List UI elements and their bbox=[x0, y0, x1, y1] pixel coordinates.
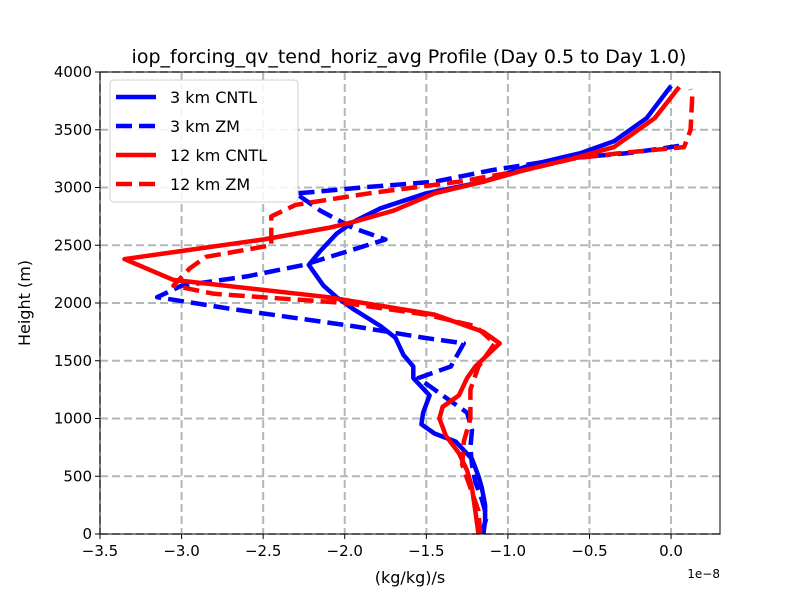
y-tick-label: 0 bbox=[82, 525, 92, 543]
y-axis-label: Height (m) bbox=[15, 260, 34, 346]
legend-label: 3 km ZM bbox=[170, 117, 240, 136]
y-tick-label: 1500 bbox=[54, 352, 92, 370]
x-tick-label: −1.5 bbox=[408, 542, 444, 560]
x-tick-label: −0.5 bbox=[571, 542, 607, 560]
y-tick-label: 2000 bbox=[54, 294, 92, 312]
legend-label: 12 km ZM bbox=[170, 175, 250, 194]
legend: 3 km CNTL 3 km ZM 12 km CNTL 12 km ZM bbox=[109, 79, 299, 203]
y-tick-label: 4000 bbox=[54, 63, 92, 81]
x-axis-label: (kg/kg)/s bbox=[375, 568, 445, 587]
series-line-12-km-zm bbox=[171, 88, 695, 535]
y-axis-ticks: 0 500 1000 1500 2000 2500 3000 3500 4000 bbox=[54, 63, 100, 543]
y-tick-label: 3500 bbox=[54, 121, 92, 139]
x-tick-label: −3.5 bbox=[82, 542, 118, 560]
chart-title: iop_forcing_qv_tend_horiz_avg Profile (D… bbox=[132, 46, 687, 68]
x-tick-label: 0.0 bbox=[659, 542, 683, 560]
x-tick-label: −3.0 bbox=[163, 542, 199, 560]
x-axis-offset-label: 1e−8 bbox=[687, 567, 720, 581]
legend-label: 3 km CNTL bbox=[170, 88, 257, 107]
x-tick-label: −1.0 bbox=[490, 542, 526, 560]
y-tick-label: 3000 bbox=[54, 179, 92, 197]
x-axis-ticks: −3.5 −3.0 −2.5 −2.0 −1.5 −1.0 −0.5 0.0 bbox=[82, 534, 683, 560]
series-line-12-km-cntl bbox=[122, 85, 681, 535]
series-layer bbox=[122, 84, 695, 535]
y-tick-label: 500 bbox=[63, 467, 92, 485]
y-tick-label: 2500 bbox=[54, 236, 92, 254]
x-tick-label: −2.0 bbox=[327, 542, 363, 560]
legend-box bbox=[109, 79, 299, 203]
series-line-3-km-zm bbox=[154, 143, 680, 535]
y-tick-label: 1000 bbox=[54, 410, 92, 428]
legend-label: 12 km CNTL bbox=[170, 146, 267, 165]
x-tick-label: −2.5 bbox=[245, 542, 281, 560]
